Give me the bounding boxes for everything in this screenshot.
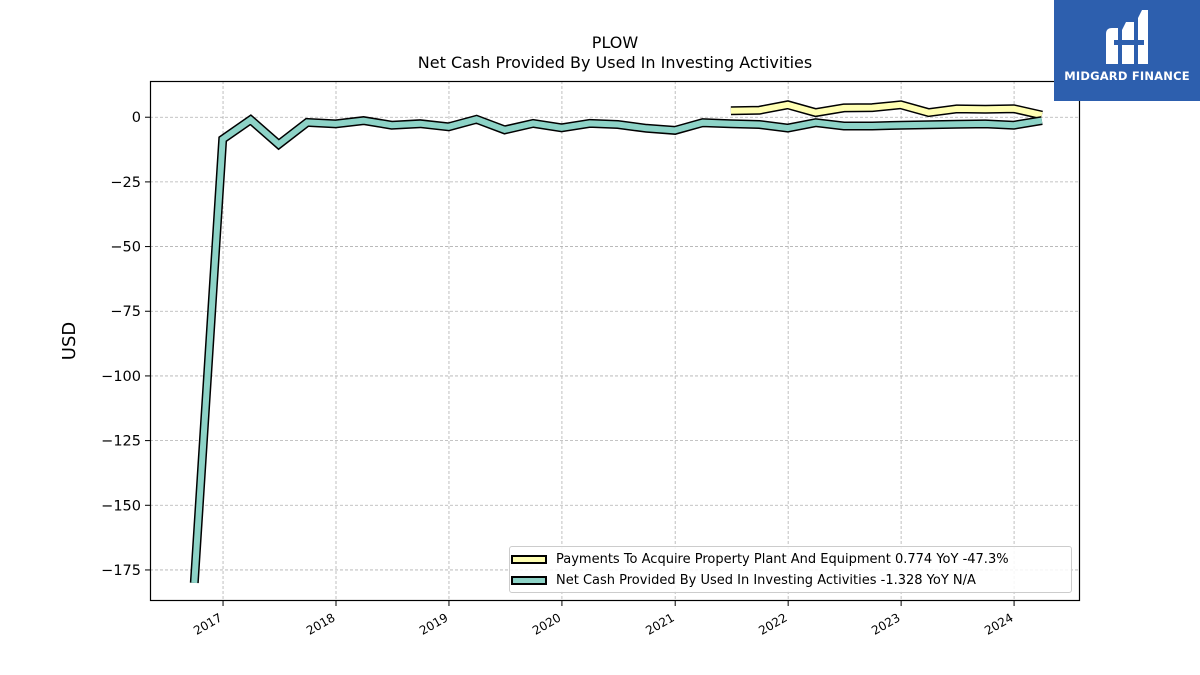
gridlines [150, 81, 1080, 601]
y-axis: 0 −25 −50 −75 −100 −125 −150 −175 [101, 110, 150, 579]
logo-mark-icon [1106, 10, 1148, 64]
y-tick-label: −75 [110, 304, 141, 320]
x-tick-label: 2022 [756, 610, 789, 637]
y-axis-label: USD [59, 322, 80, 360]
chart-title: PLOW [592, 33, 639, 52]
series-line-1 [191, 115, 1043, 584]
midgard-finance-logo: MIDGARD FINANCE [1054, 0, 1200, 101]
x-tick-label: 2023 [869, 610, 902, 637]
legend-item-investing: Net Cash Provided By Used In Investing A… [510, 571, 976, 589]
y-tick-label: −175 [101, 563, 141, 579]
chart-legend: Payments To Acquire Property Plant And E… [509, 546, 1072, 593]
series-outline-1 [189, 114, 1043, 584]
x-tick-label: 2021 [643, 610, 676, 637]
legend-label-investing: Net Cash Provided By Used In Investing A… [556, 572, 976, 588]
x-tick-label: 2017 [191, 610, 224, 637]
legend-swatch-investing [511, 575, 547, 585]
legend-swatch-ppe [511, 554, 547, 564]
legend-item-ppe: Payments To Acquire Property Plant And E… [510, 550, 1009, 568]
y-tick-label: −150 [101, 498, 141, 514]
chart-subtitle: Net Cash Provided By Used In Investing A… [418, 53, 812, 72]
logo-text: MIDGARD FINANCE [1064, 69, 1190, 83]
y-tick-label: −100 [101, 369, 141, 385]
x-tick-label: 2019 [417, 610, 450, 637]
series-line-0 [730, 101, 1043, 119]
x-tick-label: 2024 [982, 610, 1015, 637]
x-tick-label: 2018 [304, 610, 337, 637]
x-tick-label: 2020 [530, 610, 563, 637]
plot-frame [149, 80, 1081, 602]
y-tick-label: 0 [132, 110, 141, 126]
x-axis: 2017 2018 2019 2020 2021 2022 2023 2024 [191, 601, 1016, 638]
y-tick-label: −25 [110, 175, 141, 191]
y-tick-label: −50 [110, 240, 141, 256]
legend-label-ppe: Payments To Acquire Property Plant And E… [556, 551, 1009, 567]
y-tick-label: −125 [101, 434, 141, 450]
series-layer [189, 100, 1043, 584]
